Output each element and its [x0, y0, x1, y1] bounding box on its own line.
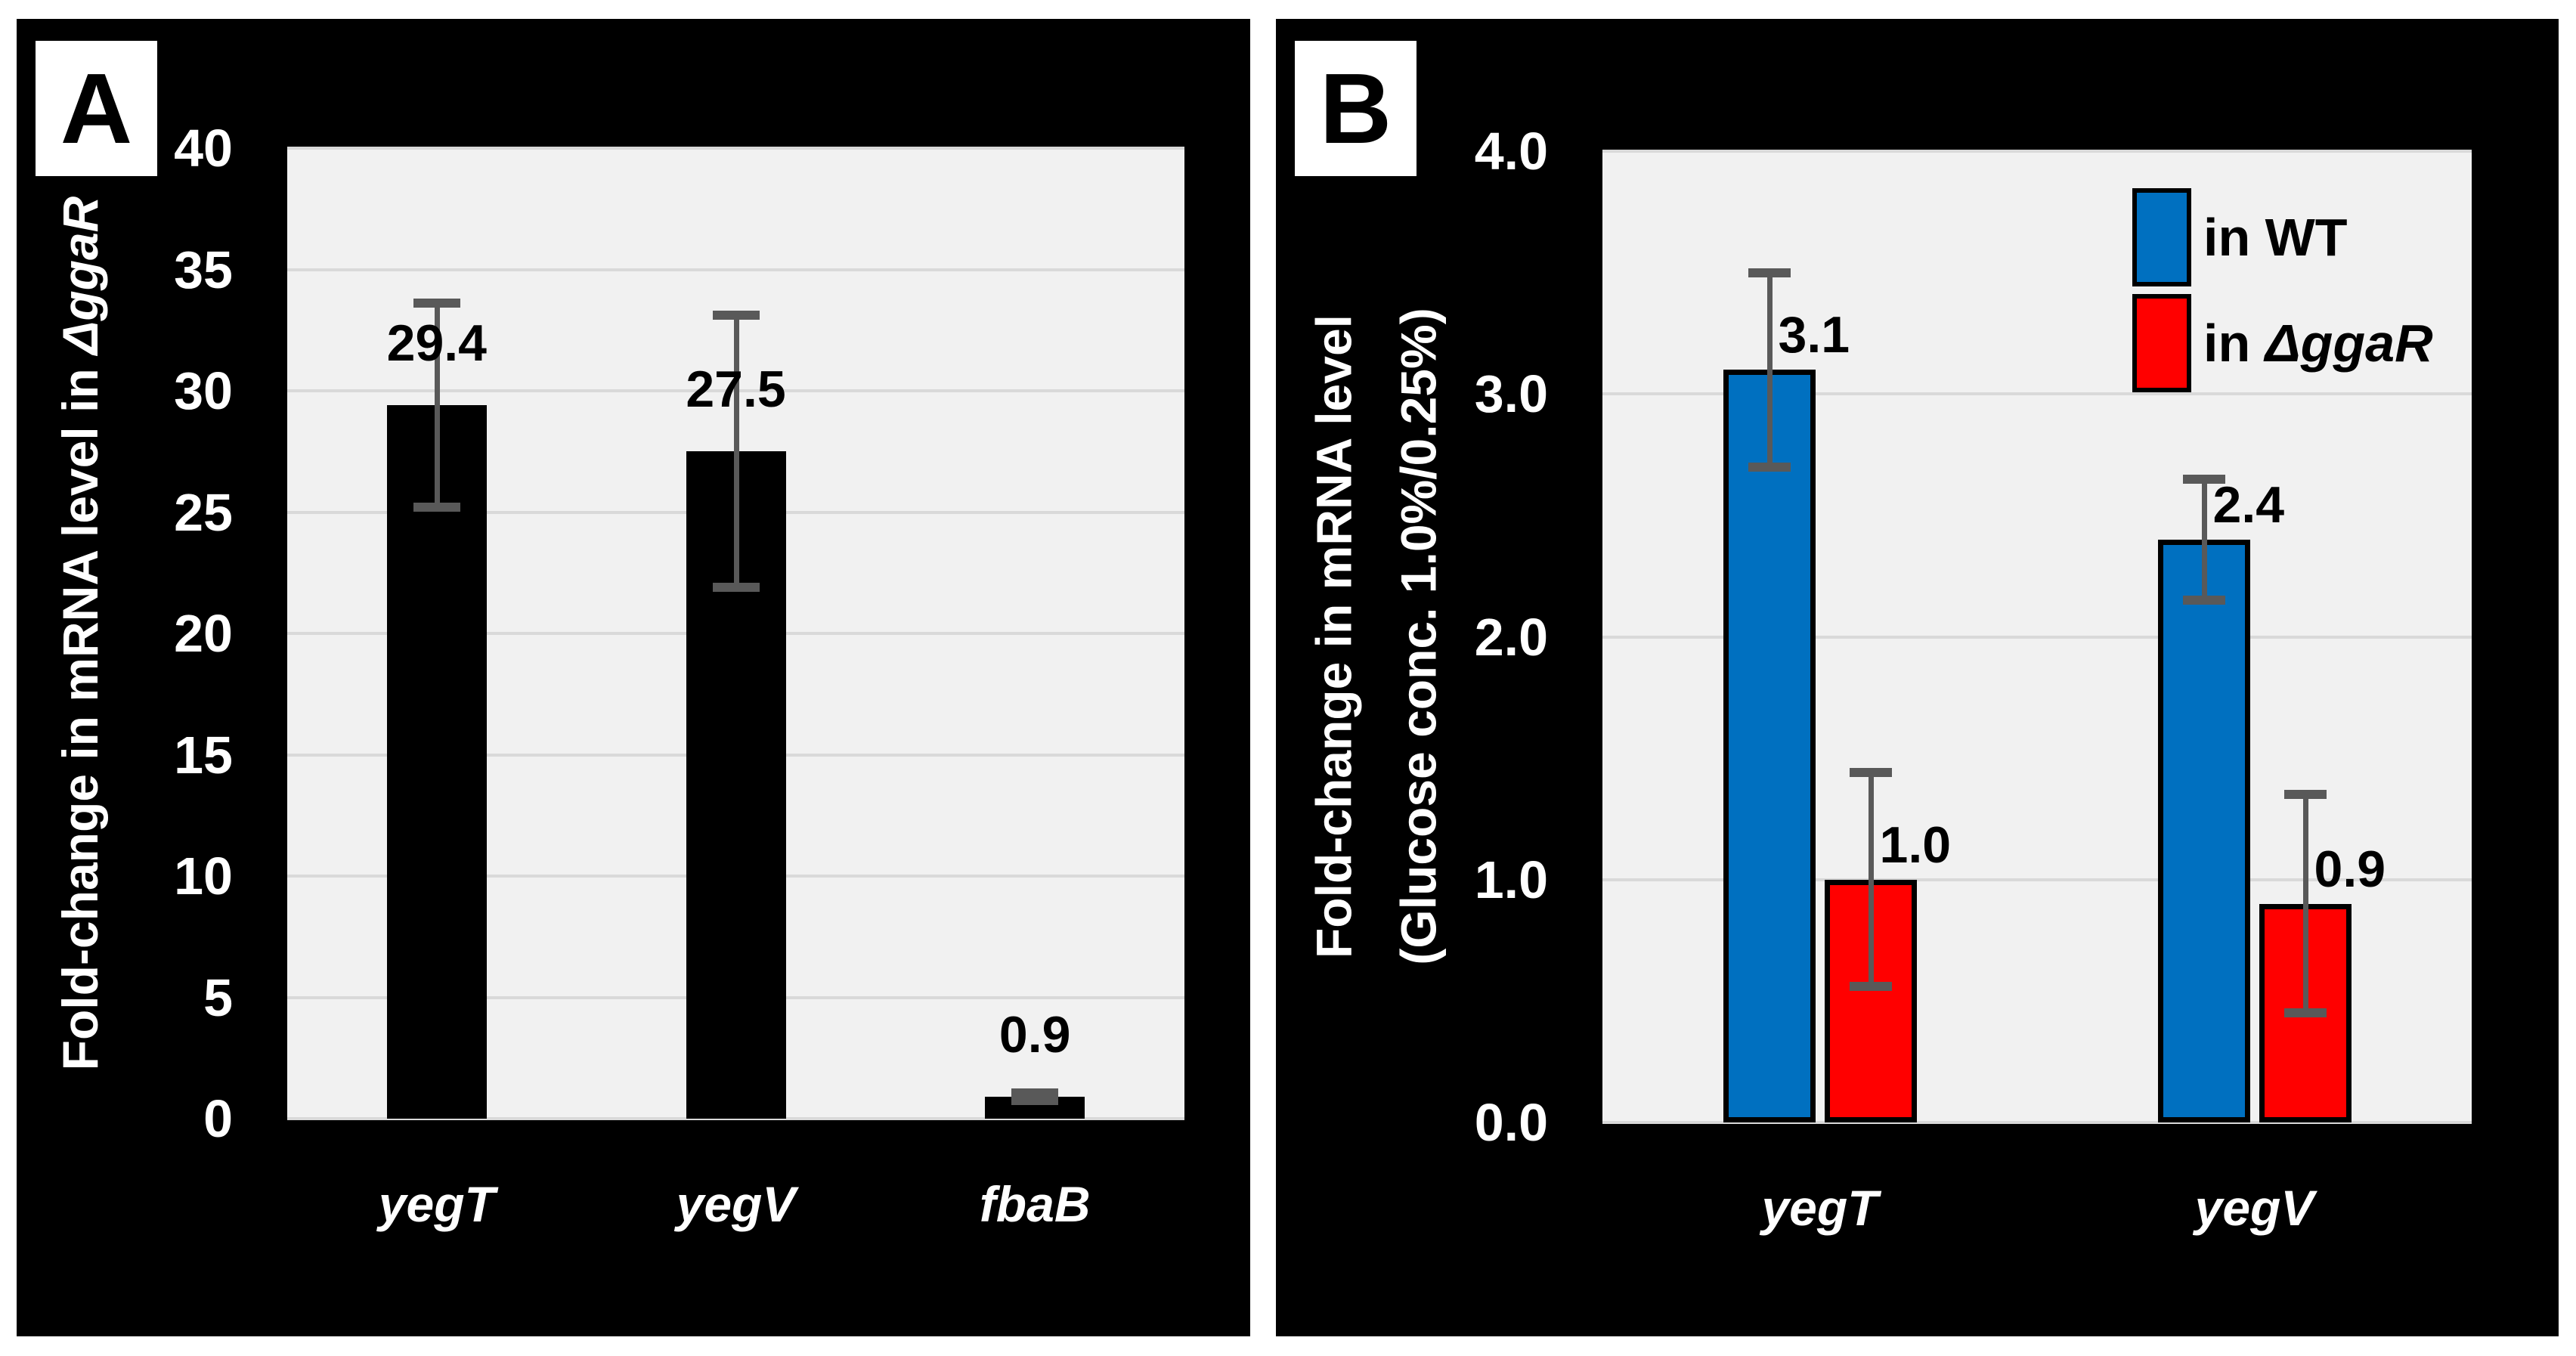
- legend-label: in WT: [2203, 188, 2347, 286]
- error-cap-top: [1011, 1088, 1059, 1098]
- y-tick-label: 2.0: [1474, 607, 1548, 667]
- gridline: [1602, 150, 2472, 153]
- value-label: 2.4: [2212, 476, 2285, 534]
- value-label: 27.5: [686, 361, 786, 419]
- x-category-label: fbaB: [979, 1176, 1091, 1232]
- value-label: 29.4: [386, 314, 487, 373]
- x-category-label: yegT: [1761, 1180, 1878, 1236]
- y-tick-label: 40: [174, 119, 233, 178]
- gridline: [287, 268, 1184, 271]
- y-tick-label: 1.0: [1474, 850, 1548, 909]
- error-cap-top: [1849, 768, 1892, 778]
- error-whisker: [1868, 772, 1874, 987]
- error-cap-bottom: [2182, 596, 2225, 605]
- gridline: [1602, 635, 2472, 639]
- error-whisker: [434, 303, 440, 508]
- panel-b: B Fold-change in mRNA level (Glucose con…: [1276, 19, 2559, 1336]
- legend-label-prefix: in: [2203, 314, 2265, 373]
- gridline: [287, 1117, 1184, 1120]
- error-cap-top: [2283, 790, 2327, 800]
- y-tick-label: 35: [174, 240, 233, 299]
- panel-b-letter: B: [1319, 53, 1392, 164]
- value-label: 1.0: [1879, 816, 1952, 874]
- error-cap-bottom: [1011, 1095, 1059, 1105]
- error-cap-top: [712, 311, 760, 320]
- error-whisker: [2302, 794, 2308, 1014]
- y-tick-label: 4.0: [1474, 122, 1548, 181]
- gridline: [287, 147, 1184, 150]
- value-label: 0.9: [2314, 840, 2386, 898]
- y-title-text: Fold-change in mRNA level in: [52, 354, 108, 1071]
- y-tick-label: 3.0: [1474, 364, 1548, 424]
- error-cap-top: [413, 299, 460, 308]
- error-cap-bottom: [712, 583, 760, 592]
- panel-a-letter: A: [60, 53, 133, 164]
- legend-label-prefix: in: [2203, 208, 2265, 267]
- error-cap-bottom: [1849, 982, 1892, 992]
- y-tick-label: 30: [174, 361, 233, 420]
- y-title-line1: Fold-change in mRNA level: [1305, 314, 1362, 959]
- value-label: 0.9: [999, 1006, 1071, 1064]
- error-cap-bottom: [2283, 1008, 2327, 1018]
- gridline: [1602, 1121, 2472, 1124]
- legend-swatch: [2132, 188, 2191, 286]
- y-tick-label: 10: [174, 847, 233, 906]
- y-tick-label: 20: [174, 604, 233, 663]
- y-tick-label: 15: [174, 725, 233, 785]
- gridline: [1602, 392, 2472, 396]
- legend-swatch: [2132, 294, 2191, 392]
- y-tick-label: 25: [174, 482, 233, 542]
- gridline: [1602, 878, 2472, 881]
- error-whisker: [2201, 478, 2207, 601]
- y-tick-label: 5: [203, 967, 233, 1027]
- legend-label-main: WT: [2265, 208, 2348, 267]
- legend-label: in ΔggaR: [2203, 294, 2433, 392]
- bar: [1723, 370, 1816, 1122]
- error-whisker: [1766, 272, 1773, 467]
- panel-a-label-box: A: [36, 41, 157, 176]
- error-cap-top: [2182, 474, 2225, 484]
- error-cap-bottom: [413, 503, 460, 512]
- bar: [386, 405, 487, 1119]
- y-tick-label: 0: [203, 1089, 233, 1148]
- error-whisker: [733, 315, 739, 587]
- x-category-label: yegT: [378, 1176, 495, 1232]
- x-category-label: yegV: [2194, 1180, 2314, 1236]
- error-cap-bottom: [1748, 462, 1791, 472]
- x-category-label: yegV: [676, 1176, 796, 1232]
- y-tick-label: 0.0: [1474, 1093, 1548, 1152]
- bar: [2157, 540, 2250, 1122]
- error-cap-top: [1748, 268, 1791, 277]
- legend-label-main: ΔggaR: [2265, 314, 2433, 373]
- value-label: 3.1: [1778, 306, 1850, 364]
- panel-b-label-box: B: [1295, 41, 1416, 176]
